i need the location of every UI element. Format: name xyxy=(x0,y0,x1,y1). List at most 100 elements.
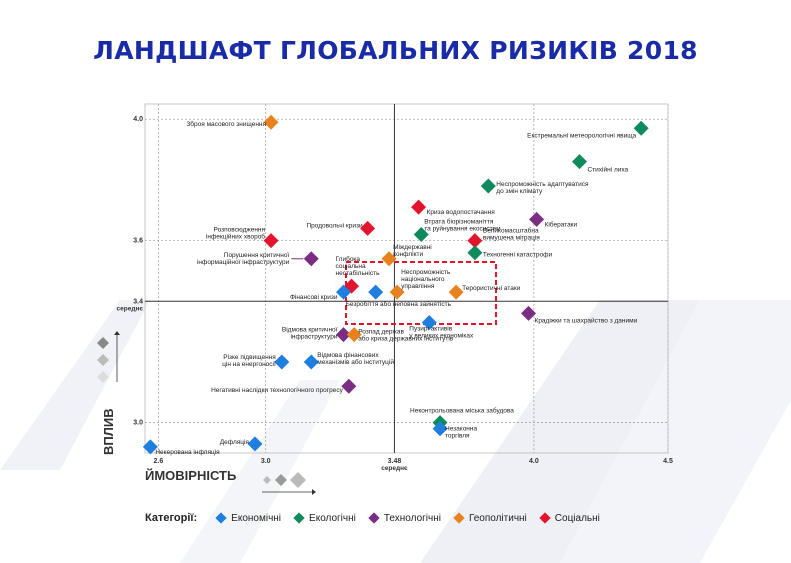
risk-point-11 xyxy=(303,251,319,267)
risk-label-17: Безробіття або неповна зайнятість xyxy=(346,300,452,308)
axis-titles: ЙМОВІРНІСТЬ ВПЛИВ xyxy=(97,331,316,495)
legend-marker-social xyxy=(539,512,551,524)
legend-item-ecological: Екологічні xyxy=(293,512,356,524)
risk-point-6 xyxy=(360,220,376,236)
y-tick-label-3: 3.0 xyxy=(133,420,143,427)
risk-label-8: Великомасштабна вимушена міграція xyxy=(483,227,540,242)
risk-point-1 xyxy=(633,120,649,136)
risk-point-17 xyxy=(368,284,384,300)
risk-label-24: Негативні наслідки технологічного прогре… xyxy=(211,386,343,394)
legend-label-geopolitical: Геополітичні xyxy=(468,512,527,524)
risk-point-24 xyxy=(341,378,357,394)
axis-ticks: 2.6 3.0 3.48 4.0 4.5 середнє 4.0 3.6 3.4 3.0 серед… xyxy=(117,116,673,472)
x-axis-arrow-head xyxy=(312,489,316,495)
risk-point-13 xyxy=(381,251,397,267)
risk-point-28 xyxy=(142,439,158,455)
risk-point-20 xyxy=(335,327,351,343)
risk-label-14: Неспроможність національного управління xyxy=(401,268,451,290)
risk-label-15: Терористичні атаки xyxy=(462,284,521,292)
risk-point-3 xyxy=(480,178,496,194)
legend-item-social: Соціальні xyxy=(539,512,600,524)
risk-label-13: Міждержавні конфлікти xyxy=(393,243,432,258)
legend-marker-geopolitical xyxy=(453,512,465,524)
legend-item-geopolitical: Геополітичні xyxy=(453,512,527,524)
risk-label-20: Відмова критичної інфраструктури xyxy=(282,326,338,341)
risk-label-27: Дефляція xyxy=(220,438,250,446)
y-axis-deco-diamond-1 xyxy=(97,354,109,366)
x-axis-deco-diamond-2 xyxy=(290,472,306,488)
x-tick-label-4: 4.5 xyxy=(663,458,673,465)
risk-label-7: Втрата біорізноманіття та руйнування екос… xyxy=(424,217,501,232)
y-mean-label: середнє xyxy=(117,305,144,312)
risk-point-26 xyxy=(432,421,448,437)
legend-label-ecological: Екологічні xyxy=(309,512,356,524)
risk-label-6: Продовольчі кризи xyxy=(307,221,363,229)
risk-label-26: Незаконна торгівля xyxy=(445,426,477,440)
risk-label-25: Неконтрольована міська забудова xyxy=(410,407,514,415)
risk-label-0: Зброя масового знищення xyxy=(186,120,266,128)
x-tick-label-0: 2.6 xyxy=(154,458,164,465)
y-tick-label-1: 3.6 xyxy=(133,238,143,245)
x-tick-label-1: 3.0 xyxy=(261,458,271,465)
legend-item-economic: Економічні xyxy=(215,512,282,524)
x-axis-title: ЙМОВІРНІСТЬ xyxy=(145,468,236,483)
risk-label-23: Відмова фінансових механізмів або інститу… xyxy=(317,351,394,366)
risk-label-11: Порушення критичної інформаційної інфраст… xyxy=(197,252,290,266)
x-axis-deco-diamond-1 xyxy=(275,474,287,486)
point-labels: Зброя масового знищення Екстремальні мете… xyxy=(155,120,637,456)
legend-item-technological: Технологічні xyxy=(368,512,441,524)
legend-label-social: Соціальні xyxy=(554,512,600,524)
risk-label-18: Пузирі активів у великих економіках xyxy=(409,325,474,340)
legend-label-economic: Економічні xyxy=(231,512,282,524)
x-axis-deco-diamond-0 xyxy=(263,476,271,484)
risk-label-21: Розпад держав або криза державних інститу… xyxy=(358,329,454,343)
risk-point-2 xyxy=(571,154,587,170)
legend-title: Категорії: xyxy=(145,512,198,524)
risk-point-4 xyxy=(411,199,427,215)
risk-point-21 xyxy=(346,327,362,343)
legend-marker-ecological xyxy=(293,512,305,524)
risk-label-16: Фінансові кризи xyxy=(290,293,338,301)
chart-axes xyxy=(144,103,669,454)
risk-label-19: Крадіжки та шахрайство з даними xyxy=(535,316,638,324)
y-tick-label-2: 3.4 xyxy=(133,298,143,305)
x-tick-label-2: 3.48 xyxy=(388,458,402,465)
risk-point-15 xyxy=(448,284,464,300)
page-title: ЛАНДШАФТ ГЛОБАЛЬНИХ РИЗИКІВ 2018 xyxy=(93,36,698,65)
risk-label-10: Техногенні катастрофи xyxy=(483,251,553,259)
risk-label-4: Криза водопостачання xyxy=(427,209,496,216)
y-axis-deco-diamond-2 xyxy=(97,371,109,383)
y-axis-arrow-head xyxy=(114,331,120,335)
risk-label-22: Різке підвищення цін на енергоносії xyxy=(222,353,276,368)
risk-label-2: Стихійні лиха xyxy=(587,166,628,174)
risk-label-12: Глибока соціальна нестабільність xyxy=(336,255,381,277)
plot-frame xyxy=(144,103,669,454)
risk-point-10 xyxy=(467,245,483,261)
x-mean-label: середнє xyxy=(381,465,408,472)
chart-grid xyxy=(145,104,669,453)
risk-label-5: Кібератаки xyxy=(545,220,578,228)
risk-point-8 xyxy=(467,233,483,249)
x-tick-label-3: 4.0 xyxy=(529,458,539,465)
legend: Категорії: Економічні Екологічні Техноло… xyxy=(145,512,614,524)
risk-point-5 xyxy=(529,211,545,227)
y-axis-title: ВПЛИВ xyxy=(101,408,116,455)
risk-point-16 xyxy=(335,284,351,300)
data-points xyxy=(142,114,649,455)
y-tick-label-0: 4.0 xyxy=(133,116,143,123)
risk-point-0 xyxy=(263,114,279,130)
risk-point-22 xyxy=(274,354,290,370)
risk-point-23 xyxy=(303,354,319,370)
risk-point-14 xyxy=(389,284,405,300)
risk-point-7 xyxy=(413,226,429,242)
risk-label-9: Розповсюдження інфекційних хвороб xyxy=(206,227,266,241)
y-axis-deco-diamond-0 xyxy=(97,337,109,349)
legend-label-technological: Технологічні xyxy=(383,512,441,524)
risk-point-18 xyxy=(421,315,437,331)
risk-point-27 xyxy=(247,436,263,452)
legend-marker-economic xyxy=(215,512,227,524)
legend-marker-technological xyxy=(368,512,380,524)
risk-point-19 xyxy=(521,305,537,321)
risk-label-3: Неспроможність адаптуватися до змін кліма… xyxy=(496,180,589,195)
